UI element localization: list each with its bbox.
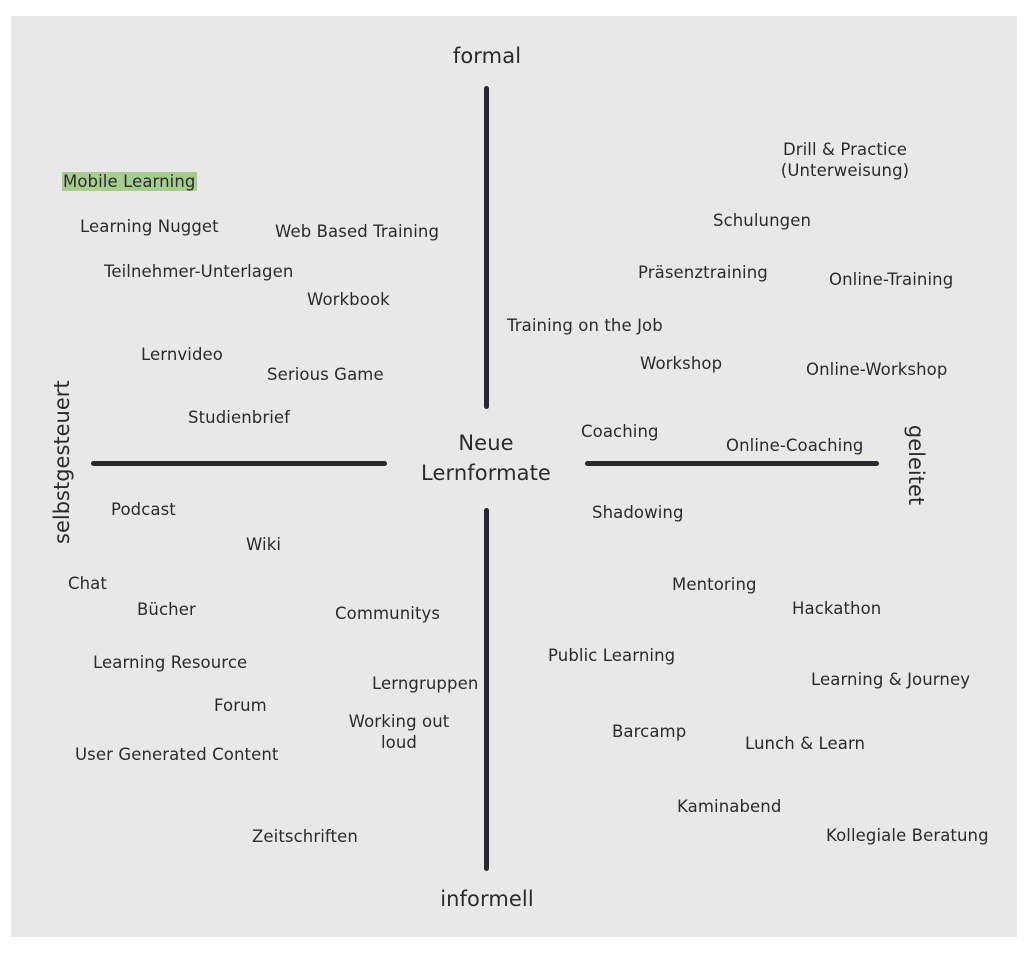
label-coaching: Coaching xyxy=(581,422,659,441)
label-communitys: Communitys xyxy=(335,604,441,623)
label-lunch-learn: Lunch & Learn xyxy=(745,734,866,753)
label-learning-nugget: Learning Nugget xyxy=(80,217,219,236)
label-podcast: Podcast xyxy=(111,500,176,519)
label-zeitschriften: Zeitschriften xyxy=(252,827,358,846)
label-training-on-the-job: Training on the Job xyxy=(507,316,663,335)
label-chat: Chat xyxy=(68,574,107,593)
highlighted-label: Mobile Learning xyxy=(62,171,197,192)
axis-line-top xyxy=(484,86,489,409)
axis-line-bottom xyxy=(484,508,489,871)
label-learning-resource: Learning Resource xyxy=(93,653,248,672)
axis-label-selbstgesteuert: selbstgesteuert xyxy=(50,380,74,544)
label-user-generated-content: User Generated Content xyxy=(75,745,279,764)
label-lernvideo: Lernvideo xyxy=(141,345,223,364)
axis-label-geleitet: geleitet xyxy=(904,424,928,506)
label-mentoring: Mentoring xyxy=(672,575,757,594)
label-shadowing: Shadowing xyxy=(592,503,684,522)
axis-label-formal: formal xyxy=(452,44,522,68)
label-learning-journey: Learning & Journey xyxy=(811,670,971,689)
label-kollegiale-beratung: Kollegiale Beratung xyxy=(826,826,989,845)
center-title-line1: Neue xyxy=(458,431,514,455)
axis-label-informell: informell xyxy=(440,887,534,911)
label-online-training: Online-Training xyxy=(829,270,954,289)
label-kaminabend: Kaminabend xyxy=(677,797,782,816)
label-web-based-training: Web Based Training xyxy=(275,222,440,241)
mobile-learning-highlight: Mobile Learning xyxy=(62,172,197,191)
label-barcamp: Barcamp xyxy=(612,722,687,741)
label-drill-line1: Drill & Practice xyxy=(782,140,908,159)
label-online-coaching: Online-Coaching xyxy=(726,436,864,455)
axis-line-left xyxy=(91,461,387,466)
label-public-learning: Public Learning xyxy=(548,646,676,665)
label-workbook: Workbook xyxy=(307,290,390,309)
label-schulungen: Schulungen xyxy=(713,211,812,230)
center-title: Neue Lernformate xyxy=(421,428,551,488)
label-buecher: Bücher xyxy=(137,600,196,619)
diagram-panel xyxy=(11,16,1017,937)
label-hackathon: Hackathon xyxy=(792,599,882,618)
label-drill-practice: Drill & Practice (Unterweisung) xyxy=(781,139,909,181)
label-wol-line1: Working out xyxy=(348,712,450,731)
label-wol-line2: loud xyxy=(380,733,418,752)
label-online-workshop: Online-Workshop xyxy=(806,360,948,379)
axis-line-right xyxy=(585,461,879,466)
label-praesenztraining: Präsenztraining xyxy=(638,263,768,282)
center-title-line2: Lernformate xyxy=(421,461,551,485)
label-studienbrief: Studienbrief xyxy=(188,408,291,427)
label-serious-game: Serious Game xyxy=(267,365,384,384)
label-lerngruppen: Lerngruppen xyxy=(372,674,479,693)
label-workshop: Workshop xyxy=(640,354,723,373)
label-wiki: Wiki xyxy=(246,535,282,554)
label-drill-line2: (Unterweisung) xyxy=(780,161,910,180)
label-teilnehmer-unterlagen: Teilnehmer-Unterlagen xyxy=(104,262,294,281)
label-forum: Forum xyxy=(214,696,267,715)
label-working-out-loud: Working out loud xyxy=(349,711,450,753)
